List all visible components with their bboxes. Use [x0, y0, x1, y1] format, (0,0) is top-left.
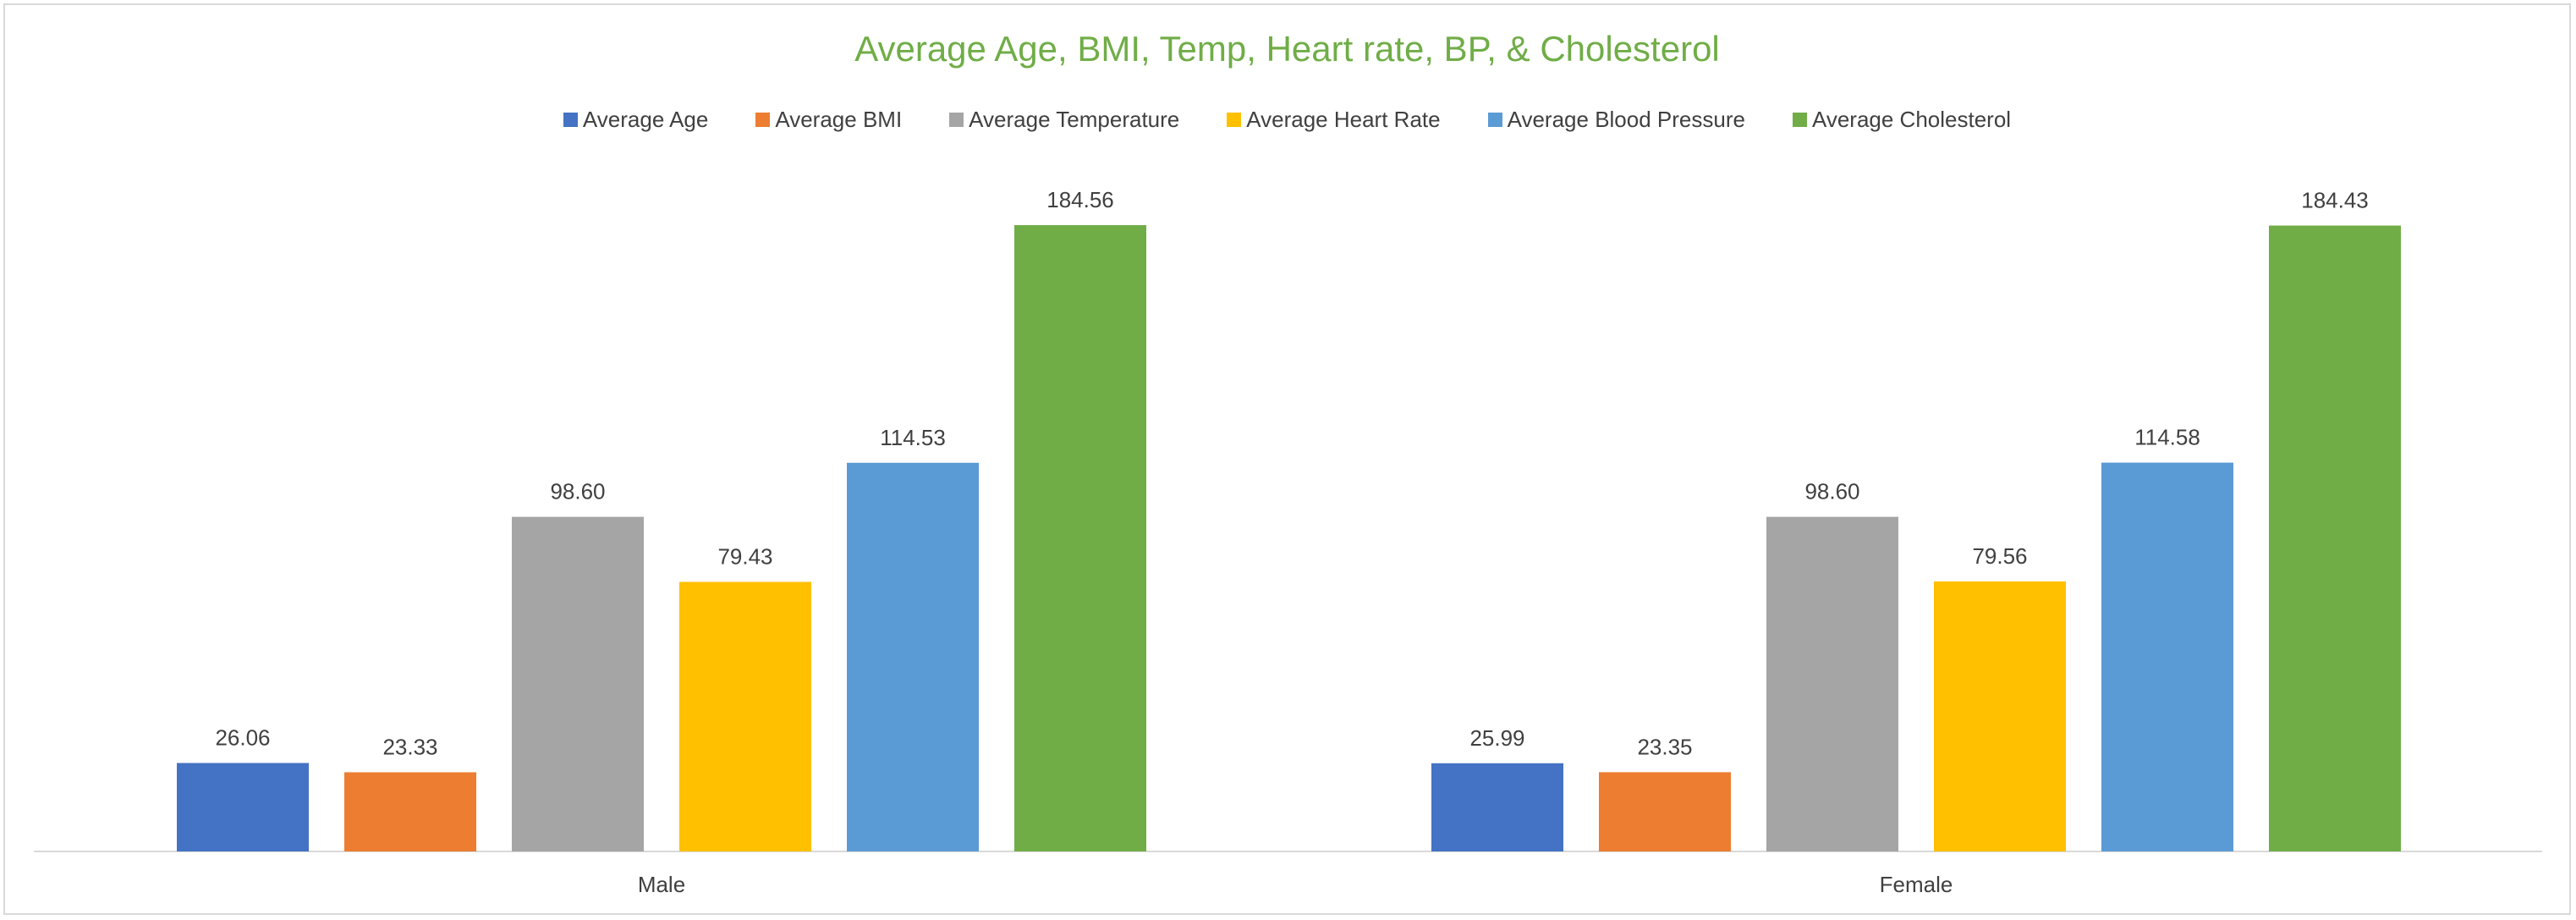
legend-item-average-cholesterol: Average Cholesterol: [1792, 107, 2012, 133]
bar-male-average-age: [177, 763, 309, 851]
legend-label: Average Cholesterol: [1811, 107, 2012, 132]
chart-area: Average Age, BMI, Temp, Heart rate, BP, …: [3, 3, 2571, 915]
data-label-male-average-cholesterol: 184.56: [1046, 187, 1114, 212]
legend-swatch: [1792, 113, 1807, 127]
data-label-female-average-bmi: 23.35: [1637, 734, 1692, 759]
data-label-male-average-temperature: 98.60: [550, 479, 605, 504]
bar-male-average-heart-rate: [679, 581, 811, 851]
legend-label: Average BMI: [775, 107, 903, 132]
bar-male-average-temperature: [512, 516, 644, 851]
data-label-female-average-blood-pressure: 114.58: [2134, 425, 2200, 450]
bar-female-average-blood-pressure: [2101, 462, 2233, 851]
data-label-female-average-heart-rate: 79.56: [1972, 543, 2027, 569]
data-label-female-average-age: 25.99: [1469, 725, 1524, 751]
data-labels: 26.06 23.33 98.60 79.43 114.53 184.56 25.99 23.…: [215, 187, 2368, 759]
legend-swatch: [755, 113, 771, 127]
data-label-female-average-cholesterol: 184.43: [2301, 188, 2369, 213]
legend-item-average-heart-rate: Average Heart Rate: [1227, 107, 1441, 133]
bar-female-average-heart-rate: [1934, 581, 2066, 851]
chart-title: Average Age, BMI, Temp, Heart rate, BP, …: [854, 29, 1720, 69]
legend-item-average-blood-pressure: Average Blood Pressure: [1487, 107, 1745, 133]
legend-swatch: [1487, 113, 1502, 127]
bar-male-average-blood-pressure: [847, 462, 979, 851]
category-label-male: Male: [638, 872, 685, 897]
legend: Average Age Average BMI Average Temperatur…: [5, 107, 2569, 133]
legend-item-average-bmi: Average BMI: [755, 107, 902, 133]
category-labels: Male Female: [638, 872, 1953, 897]
bar-male-average-bmi: [344, 772, 476, 851]
legend-item-average-temperature: Average Temperature: [949, 107, 1179, 133]
legend-label: Average Blood Pressure: [1507, 107, 1745, 132]
legend-swatch: [949, 113, 964, 127]
bars: [177, 225, 2401, 851]
bar-male-average-cholesterol: [1014, 225, 1146, 851]
legend-label: Average Temperature: [969, 107, 1180, 132]
data-label-male-average-age: 26.06: [215, 725, 270, 751]
data-label-male-average-blood-pressure: 114.53: [880, 425, 946, 450]
legend-label: Average Age: [582, 107, 709, 132]
legend-swatch: [563, 113, 578, 127]
bar-female-average-bmi: [1599, 772, 1731, 851]
legend-item-average-age: Average Age: [563, 107, 708, 133]
category-label-female: Female: [1880, 872, 1953, 897]
data-label-male-average-bmi: 23.33: [382, 734, 437, 759]
bar-female-average-temperature: [1766, 516, 1898, 851]
bar-female-average-age: [1431, 763, 1563, 851]
bar-female-average-cholesterol: [2269, 225, 2401, 851]
data-label-female-average-temperature: 98.60: [1804, 479, 1859, 504]
legend-swatch: [1227, 113, 1242, 127]
data-label-male-average-heart-rate: 79.43: [717, 544, 772, 570]
legend-label: Average Heart Rate: [1246, 107, 1441, 132]
